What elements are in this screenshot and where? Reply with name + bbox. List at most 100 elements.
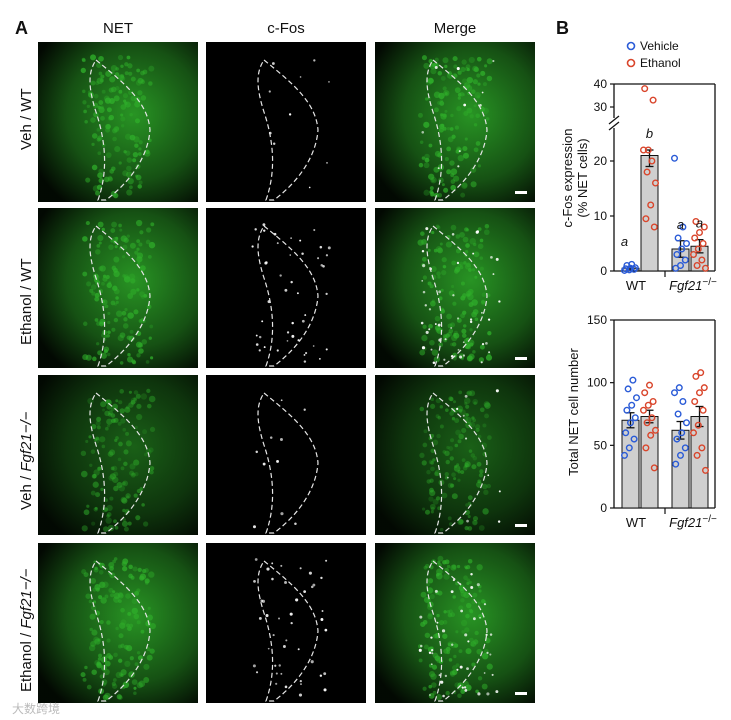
net-count-data-point bbox=[692, 372, 700, 380]
cfos-data-point bbox=[694, 245, 702, 253]
net-count-data-point bbox=[621, 451, 629, 459]
y-axis-label: Total NET cell number bbox=[566, 348, 581, 476]
net-count-data-point bbox=[640, 406, 648, 414]
net-count-data-point bbox=[644, 401, 652, 409]
net-count-data-point bbox=[697, 369, 705, 377]
micrograph-merge-row3 bbox=[375, 375, 535, 535]
significance-letter: a bbox=[621, 234, 628, 249]
net-count-data-point bbox=[652, 426, 660, 434]
net-count-data-point bbox=[641, 389, 649, 397]
net-count-data-point bbox=[693, 451, 701, 459]
cfos-data-point bbox=[678, 245, 686, 253]
net-count-data-point bbox=[694, 421, 702, 429]
micrograph-cfos-row3 bbox=[206, 375, 366, 535]
net-count-data-point bbox=[649, 397, 657, 405]
net-count-data-point bbox=[630, 435, 638, 443]
y-tick-label: 40 bbox=[594, 77, 608, 91]
cfos-data-point bbox=[641, 85, 649, 93]
cfos-data-point bbox=[647, 201, 655, 209]
legend-label-ethanol: Ethanol bbox=[640, 56, 681, 70]
y-tick-label: 30 bbox=[594, 100, 608, 114]
cfos-data-point bbox=[644, 146, 652, 154]
cfos-data-point bbox=[693, 262, 701, 270]
net-count-data-point bbox=[622, 429, 630, 437]
net-count-data-point bbox=[700, 384, 708, 392]
net-count-data-point bbox=[650, 464, 658, 472]
micrograph-merge-row2 bbox=[375, 208, 535, 368]
net-count-x-category-label: WT bbox=[626, 515, 646, 530]
cfos-data-point bbox=[628, 260, 636, 268]
y-tick-label: 20 bbox=[594, 154, 608, 168]
legend-marker-vehicle bbox=[626, 41, 636, 51]
micrograph-net-row2 bbox=[38, 208, 198, 368]
column-header-cfos: c-Fos bbox=[267, 20, 305, 37]
net-count-data-point bbox=[628, 401, 636, 409]
y-tick-label: 0 bbox=[600, 264, 607, 278]
net-count-bar bbox=[671, 429, 690, 509]
cfos-data-point bbox=[691, 234, 699, 242]
net-count-x-category-label: Fgf21−/− bbox=[669, 514, 717, 530]
cfos-data-point bbox=[702, 264, 710, 272]
cfos-data-point bbox=[681, 256, 689, 264]
cfos-data-point bbox=[677, 262, 685, 270]
net-count-data-point bbox=[699, 406, 707, 414]
cfos-data-point bbox=[683, 239, 691, 247]
cfos-data-point bbox=[690, 250, 698, 258]
micrograph-net-row3 bbox=[38, 375, 198, 535]
net-count-data-point bbox=[683, 419, 691, 427]
micrograph-cfos-row2 bbox=[206, 208, 366, 368]
scale-bar bbox=[515, 357, 527, 360]
net-count-data-point bbox=[696, 389, 704, 397]
net-count-data-point bbox=[698, 444, 706, 452]
axis-break-mark bbox=[608, 121, 620, 131]
net-count-bar bbox=[640, 416, 659, 509]
cfos-data-point bbox=[640, 146, 648, 154]
net-count-data-point bbox=[646, 381, 654, 389]
scale-bar bbox=[515, 692, 527, 695]
panel-b-letter: B bbox=[556, 18, 569, 38]
cfos-data-point bbox=[671, 154, 679, 162]
net-count-data-point bbox=[690, 429, 698, 437]
micrograph-net-row4 bbox=[38, 543, 198, 703]
net-count-data-point bbox=[671, 389, 679, 397]
net-count-data-point bbox=[672, 460, 680, 468]
net-count-data-point bbox=[675, 384, 683, 392]
y-tick-label: 100 bbox=[587, 376, 607, 390]
cfos-data-point bbox=[673, 250, 681, 258]
micrograph-net-row1 bbox=[38, 42, 198, 202]
net-count-data-point bbox=[623, 406, 631, 414]
legend-marker-ethanol bbox=[626, 58, 636, 68]
y-tick-label: 0 bbox=[600, 501, 607, 515]
watermark: 大数跨境 bbox=[12, 702, 61, 716]
column-header-merge: Merge bbox=[433, 20, 477, 37]
cfos-data-point bbox=[643, 168, 651, 176]
y-axis-label: c-Fos expression bbox=[560, 129, 575, 228]
net-count-data-point bbox=[631, 414, 639, 422]
y-tick-label: 150 bbox=[587, 313, 607, 327]
net-count-data-point bbox=[678, 429, 686, 437]
cfos-data-point bbox=[674, 234, 682, 242]
column-header-net: NET bbox=[103, 20, 133, 37]
cfos-x-category-label: Fgf21−/− bbox=[669, 277, 717, 293]
micrograph-cfos-row4 bbox=[206, 543, 366, 703]
legend-label-vehicle: Vehicle bbox=[640, 39, 679, 53]
y-axis-label-units: (% NET cells) bbox=[575, 138, 590, 217]
net-count-data-point bbox=[673, 435, 681, 443]
net-count-data-point bbox=[647, 431, 655, 439]
net-count-data-point bbox=[648, 414, 656, 422]
significance-letter: b bbox=[646, 126, 653, 141]
significance-letter: a bbox=[696, 216, 703, 231]
cfos-data-point bbox=[692, 217, 700, 225]
scale-bar bbox=[515, 191, 527, 194]
cfos-data-point bbox=[650, 223, 658, 231]
net-count-bar bbox=[621, 419, 640, 509]
cfos-data-point bbox=[679, 223, 687, 231]
micrograph-merge-row1 bbox=[375, 42, 535, 202]
cfos-data-point bbox=[699, 239, 707, 247]
net-count-data-point bbox=[702, 466, 710, 474]
significance-letter: a bbox=[677, 217, 684, 232]
cfos-data-point bbox=[648, 157, 656, 165]
cfos-data-point bbox=[652, 179, 660, 187]
net-count-data-point bbox=[629, 376, 637, 384]
